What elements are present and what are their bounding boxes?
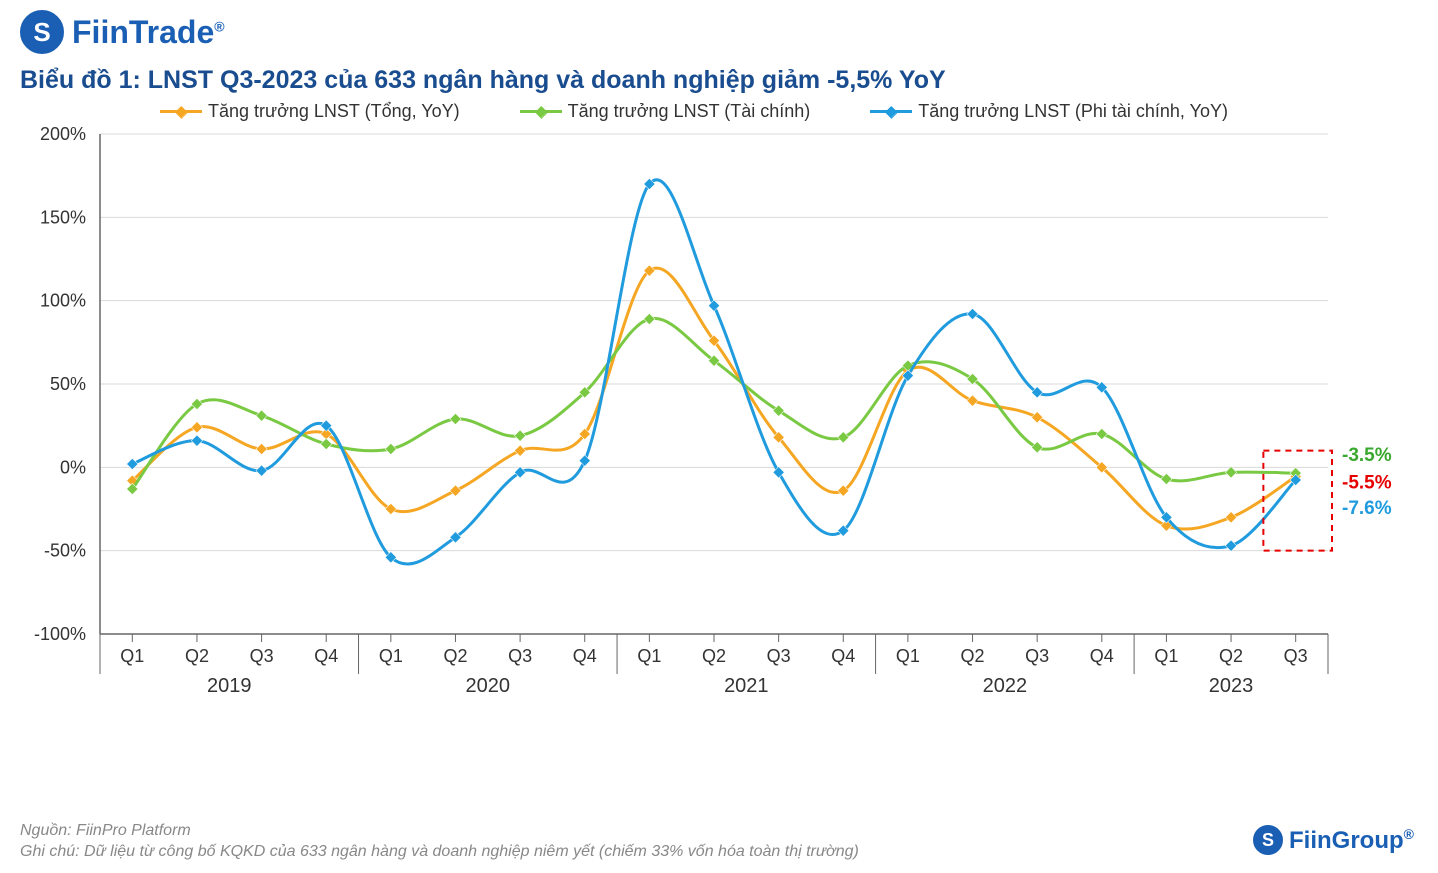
x-tick-label: Q1 bbox=[637, 646, 661, 666]
brand-reg: ® bbox=[214, 18, 224, 34]
callout-box bbox=[1263, 451, 1332, 551]
x-tick-label: Q1 bbox=[120, 646, 144, 666]
data-marker bbox=[450, 413, 461, 424]
x-tick-label: Q4 bbox=[573, 646, 597, 666]
note-line: Ghi chú: Dữ liệu từ công bố KQKD của 633… bbox=[20, 842, 859, 863]
y-tick-label: -50% bbox=[44, 541, 86, 561]
data-marker bbox=[1032, 412, 1043, 423]
x-tick-label: Q2 bbox=[702, 646, 726, 666]
legend-label: Tăng trưởng LNST (Phi tài chính, YoY) bbox=[918, 101, 1228, 122]
data-marker bbox=[256, 410, 267, 421]
data-marker bbox=[191, 435, 202, 446]
x-tick-label: Q4 bbox=[1090, 646, 1114, 666]
data-marker bbox=[127, 458, 138, 469]
footer-brand-icon: S bbox=[1253, 825, 1283, 855]
x-tick-label: Q4 bbox=[831, 646, 855, 666]
legend-label: Tăng trưởng LNST (Tài chính) bbox=[568, 101, 811, 122]
data-marker bbox=[967, 308, 978, 319]
data-marker bbox=[450, 485, 461, 496]
y-tick-label: 150% bbox=[40, 207, 86, 227]
x-tick-label: Q3 bbox=[250, 646, 274, 666]
data-marker bbox=[385, 443, 396, 454]
data-marker bbox=[1032, 442, 1043, 453]
data-marker bbox=[256, 465, 267, 476]
y-tick-label: 0% bbox=[60, 457, 86, 477]
data-marker bbox=[967, 395, 978, 406]
x-tick-label: Q1 bbox=[379, 646, 403, 666]
data-marker bbox=[1225, 467, 1236, 478]
brand-name: FiinTrade® bbox=[72, 14, 225, 51]
data-marker bbox=[838, 432, 849, 443]
brand-logo: S FiinTrade® bbox=[20, 10, 1418, 54]
y-tick-label: 50% bbox=[50, 374, 86, 394]
year-label: 2019 bbox=[207, 675, 252, 697]
x-tick-label: Q3 bbox=[1284, 646, 1308, 666]
data-marker bbox=[708, 300, 719, 311]
x-tick-label: Q3 bbox=[767, 646, 791, 666]
data-marker bbox=[579, 455, 590, 466]
data-marker bbox=[1096, 428, 1107, 439]
year-label: 2023 bbox=[1209, 675, 1254, 697]
data-marker bbox=[256, 443, 267, 454]
footer-brand-name: FiinGroup® bbox=[1289, 826, 1414, 855]
data-marker bbox=[1225, 540, 1236, 551]
brand-name-text: FiinTrade bbox=[72, 14, 214, 50]
brand-icon: S bbox=[20, 10, 64, 54]
line-chart: -100% -50% 0% 50% 100% 150% 200% Q1 Q2 Q3 Q4 Q1 Q2 Q3… bbox=[20, 124, 1418, 724]
footer-brand-name-text: FiinGroup bbox=[1289, 827, 1404, 854]
end-label: -3.5% bbox=[1342, 445, 1392, 466]
footer-brand-reg: ® bbox=[1404, 826, 1414, 842]
data-marker bbox=[514, 430, 525, 441]
y-tick-label: -100% bbox=[34, 624, 86, 644]
x-tick-label: Q2 bbox=[961, 646, 985, 666]
legend-item: Tăng trưởng LNST (Phi tài chính, YoY) bbox=[870, 101, 1228, 122]
legend-label: Tăng trưởng LNST (Tổng, YoY) bbox=[208, 101, 460, 122]
year-label: 2021 bbox=[724, 675, 769, 697]
data-marker bbox=[1161, 473, 1172, 484]
x-tick-label: Q4 bbox=[314, 646, 338, 666]
year-label: 2020 bbox=[466, 675, 511, 697]
x-tick-label: Q1 bbox=[896, 646, 920, 666]
x-tick-label: Q2 bbox=[443, 646, 467, 666]
x-tick-label: Q3 bbox=[508, 646, 532, 666]
legend-item: Tăng trưởng LNST (Tổng, YoY) bbox=[160, 101, 460, 122]
end-label: -5.5% bbox=[1342, 473, 1392, 494]
footer-brand-logo: S FiinGroup® bbox=[1253, 825, 1414, 855]
chart-title: Biểu đồ 1: LNST Q3-2023 của 633 ngân hàn… bbox=[20, 66, 1418, 95]
year-label: 2022 bbox=[983, 675, 1028, 697]
source-line: Nguồn: FiinPro Platform bbox=[20, 821, 859, 842]
data-marker bbox=[321, 438, 332, 449]
data-marker bbox=[1225, 512, 1236, 523]
x-tick-label: Q3 bbox=[1025, 646, 1049, 666]
chart-legend: Tăng trưởng LNST (Tổng, YoY) Tăng trưởng … bbox=[160, 101, 1418, 122]
x-tick-label: Q1 bbox=[1154, 646, 1178, 666]
data-marker bbox=[191, 422, 202, 433]
end-label: -7.6% bbox=[1342, 498, 1392, 519]
chart-footer: Nguồn: FiinPro Platform Ghi chú: Dữ liệu… bbox=[20, 821, 859, 863]
data-marker bbox=[644, 313, 655, 324]
series-line bbox=[132, 180, 1295, 564]
y-tick-label: 100% bbox=[40, 291, 86, 311]
y-tick-label: 200% bbox=[40, 124, 86, 144]
legend-item: Tăng trưởng LNST (Tài chính) bbox=[520, 101, 811, 122]
data-marker bbox=[514, 445, 525, 456]
x-tick-label: Q2 bbox=[185, 646, 209, 666]
x-tick-label: Q2 bbox=[1219, 646, 1243, 666]
